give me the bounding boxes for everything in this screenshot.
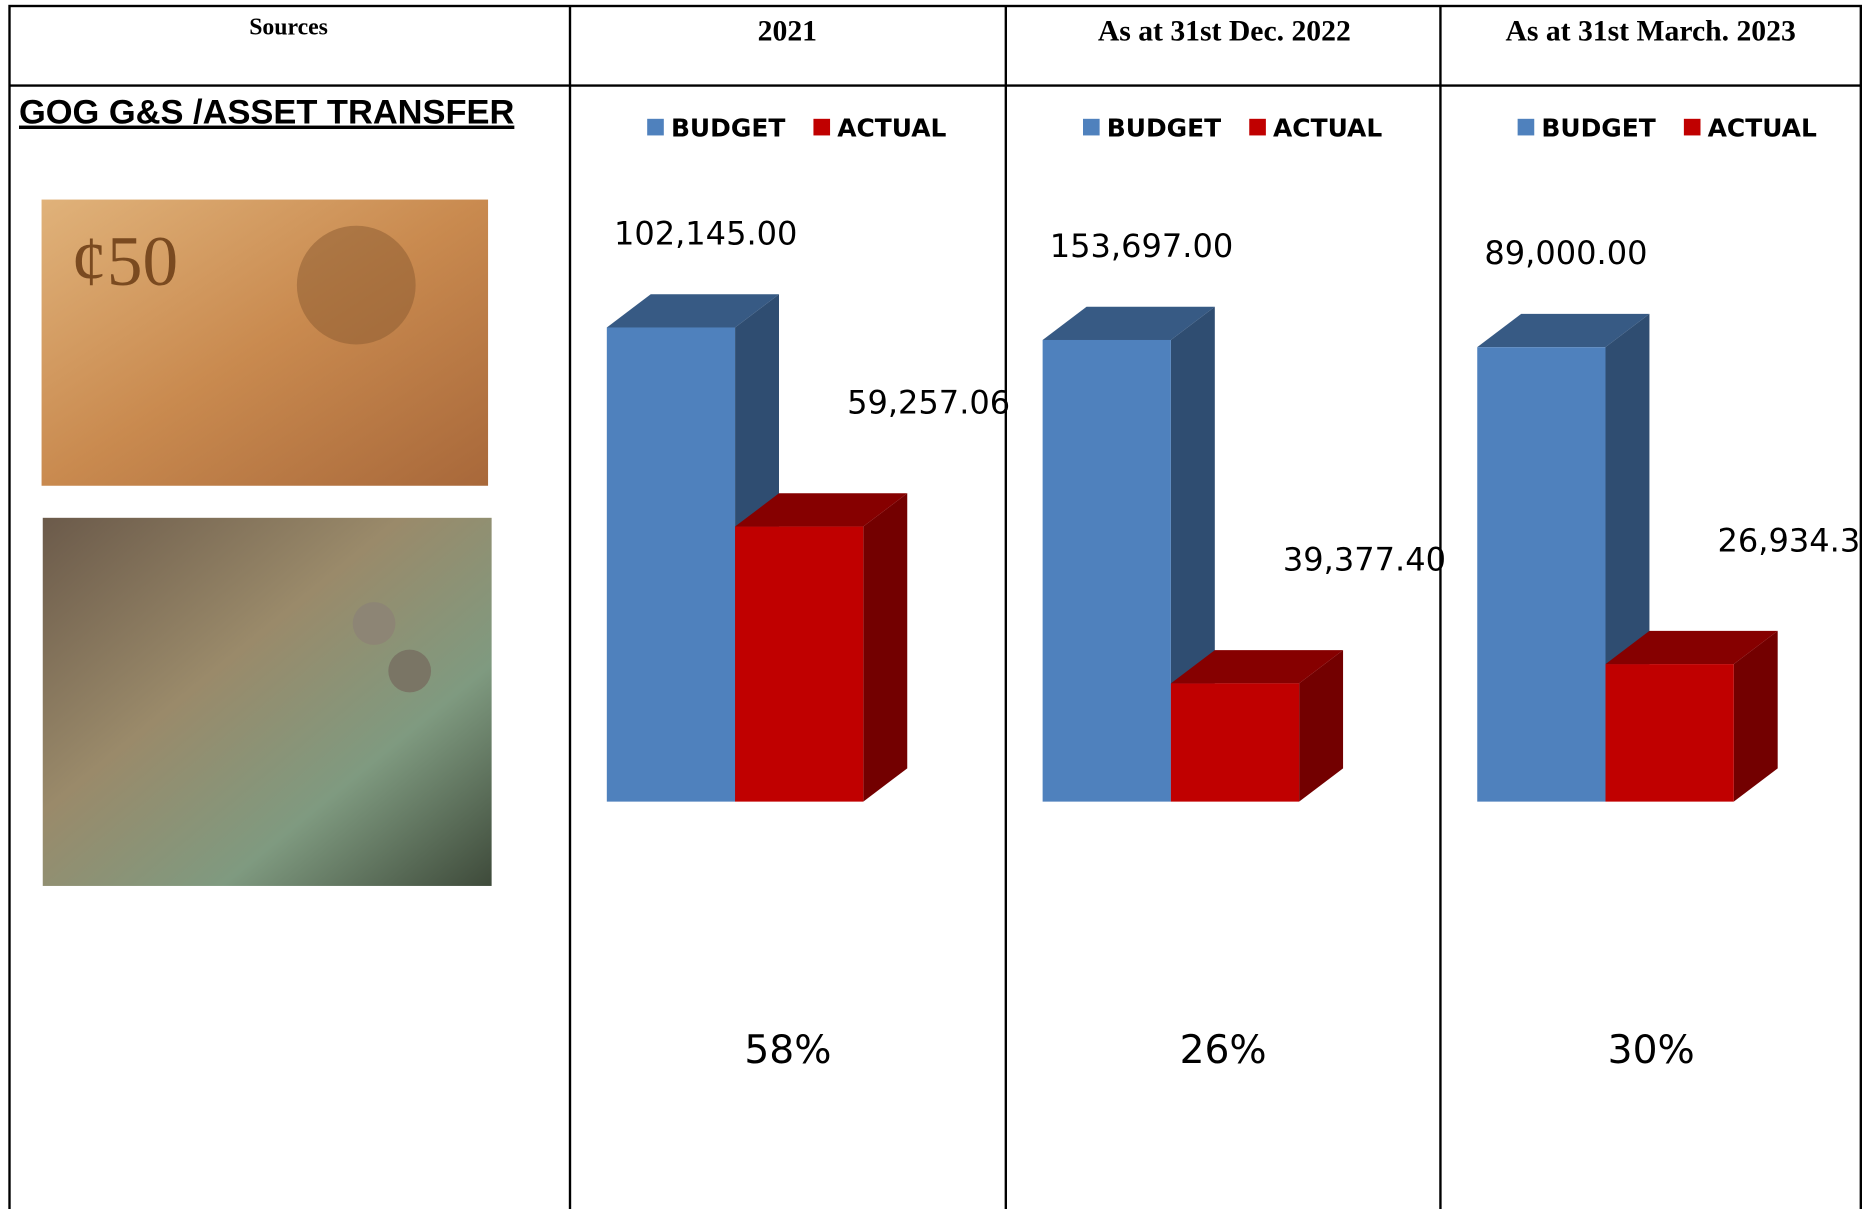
bar-top: [1042, 306, 1215, 340]
value-label: 39,377.40: [1283, 541, 1446, 579]
legend-label: BUDGET: [671, 114, 785, 143]
bar-side: [1299, 650, 1344, 802]
svg-text:¢50: ¢50: [71, 223, 178, 301]
bar-side: [863, 493, 908, 802]
legend-swatch: [813, 118, 831, 136]
bar: [1170, 683, 1300, 802]
legend-label: ACTUAL: [1708, 114, 1817, 143]
percent-annotation: 58%: [744, 1028, 831, 1073]
legend-swatch: [647, 118, 664, 136]
bar: [1042, 339, 1171, 802]
bar-side: [1733, 630, 1778, 802]
value-label: 89,000.00: [1484, 234, 1647, 272]
header-cell: As at 31st March. 2023: [1505, 15, 1795, 47]
banknote-image: [42, 517, 492, 886]
bar: [1477, 347, 1606, 802]
legend-label: ACTUAL: [837, 114, 946, 143]
legend-label: BUDGET: [1541, 114, 1655, 143]
legend-swatch: [1517, 118, 1535, 136]
value-label: 153,697.00: [1050, 227, 1234, 265]
bar-top: [1477, 313, 1650, 348]
bar: [735, 526, 864, 802]
value-label: 26,934.35: [1718, 521, 1862, 559]
legend-label: ACTUAL: [1273, 114, 1382, 143]
legend-swatch: [1083, 118, 1100, 136]
percent-annotation: 26%: [1180, 1028, 1267, 1073]
banknote-image: ¢50: [41, 199, 489, 486]
bar-top: [606, 294, 779, 328]
header-cell: Sources: [249, 15, 328, 41]
legend-swatch: [1683, 118, 1701, 136]
value-label: 102,145.00: [614, 214, 798, 252]
legend-label: BUDGET: [1107, 114, 1221, 143]
bar: [606, 327, 736, 802]
table-grid: [8, 4, 1862, 1209]
value-label: 59,257.06: [847, 384, 1010, 422]
header-cell: As at 31st Dec. 2022: [1098, 15, 1351, 47]
bar-top: [735, 493, 908, 527]
percent-annotation: 30%: [1608, 1028, 1695, 1073]
legend-swatch: [1249, 118, 1266, 136]
bar-top: [1605, 630, 1778, 665]
header-cell: 2021: [758, 15, 817, 47]
bar-top: [1170, 650, 1344, 684]
row-label: GOG G&S /ASSET TRANSFER: [19, 94, 514, 132]
bar: [1605, 664, 1734, 802]
